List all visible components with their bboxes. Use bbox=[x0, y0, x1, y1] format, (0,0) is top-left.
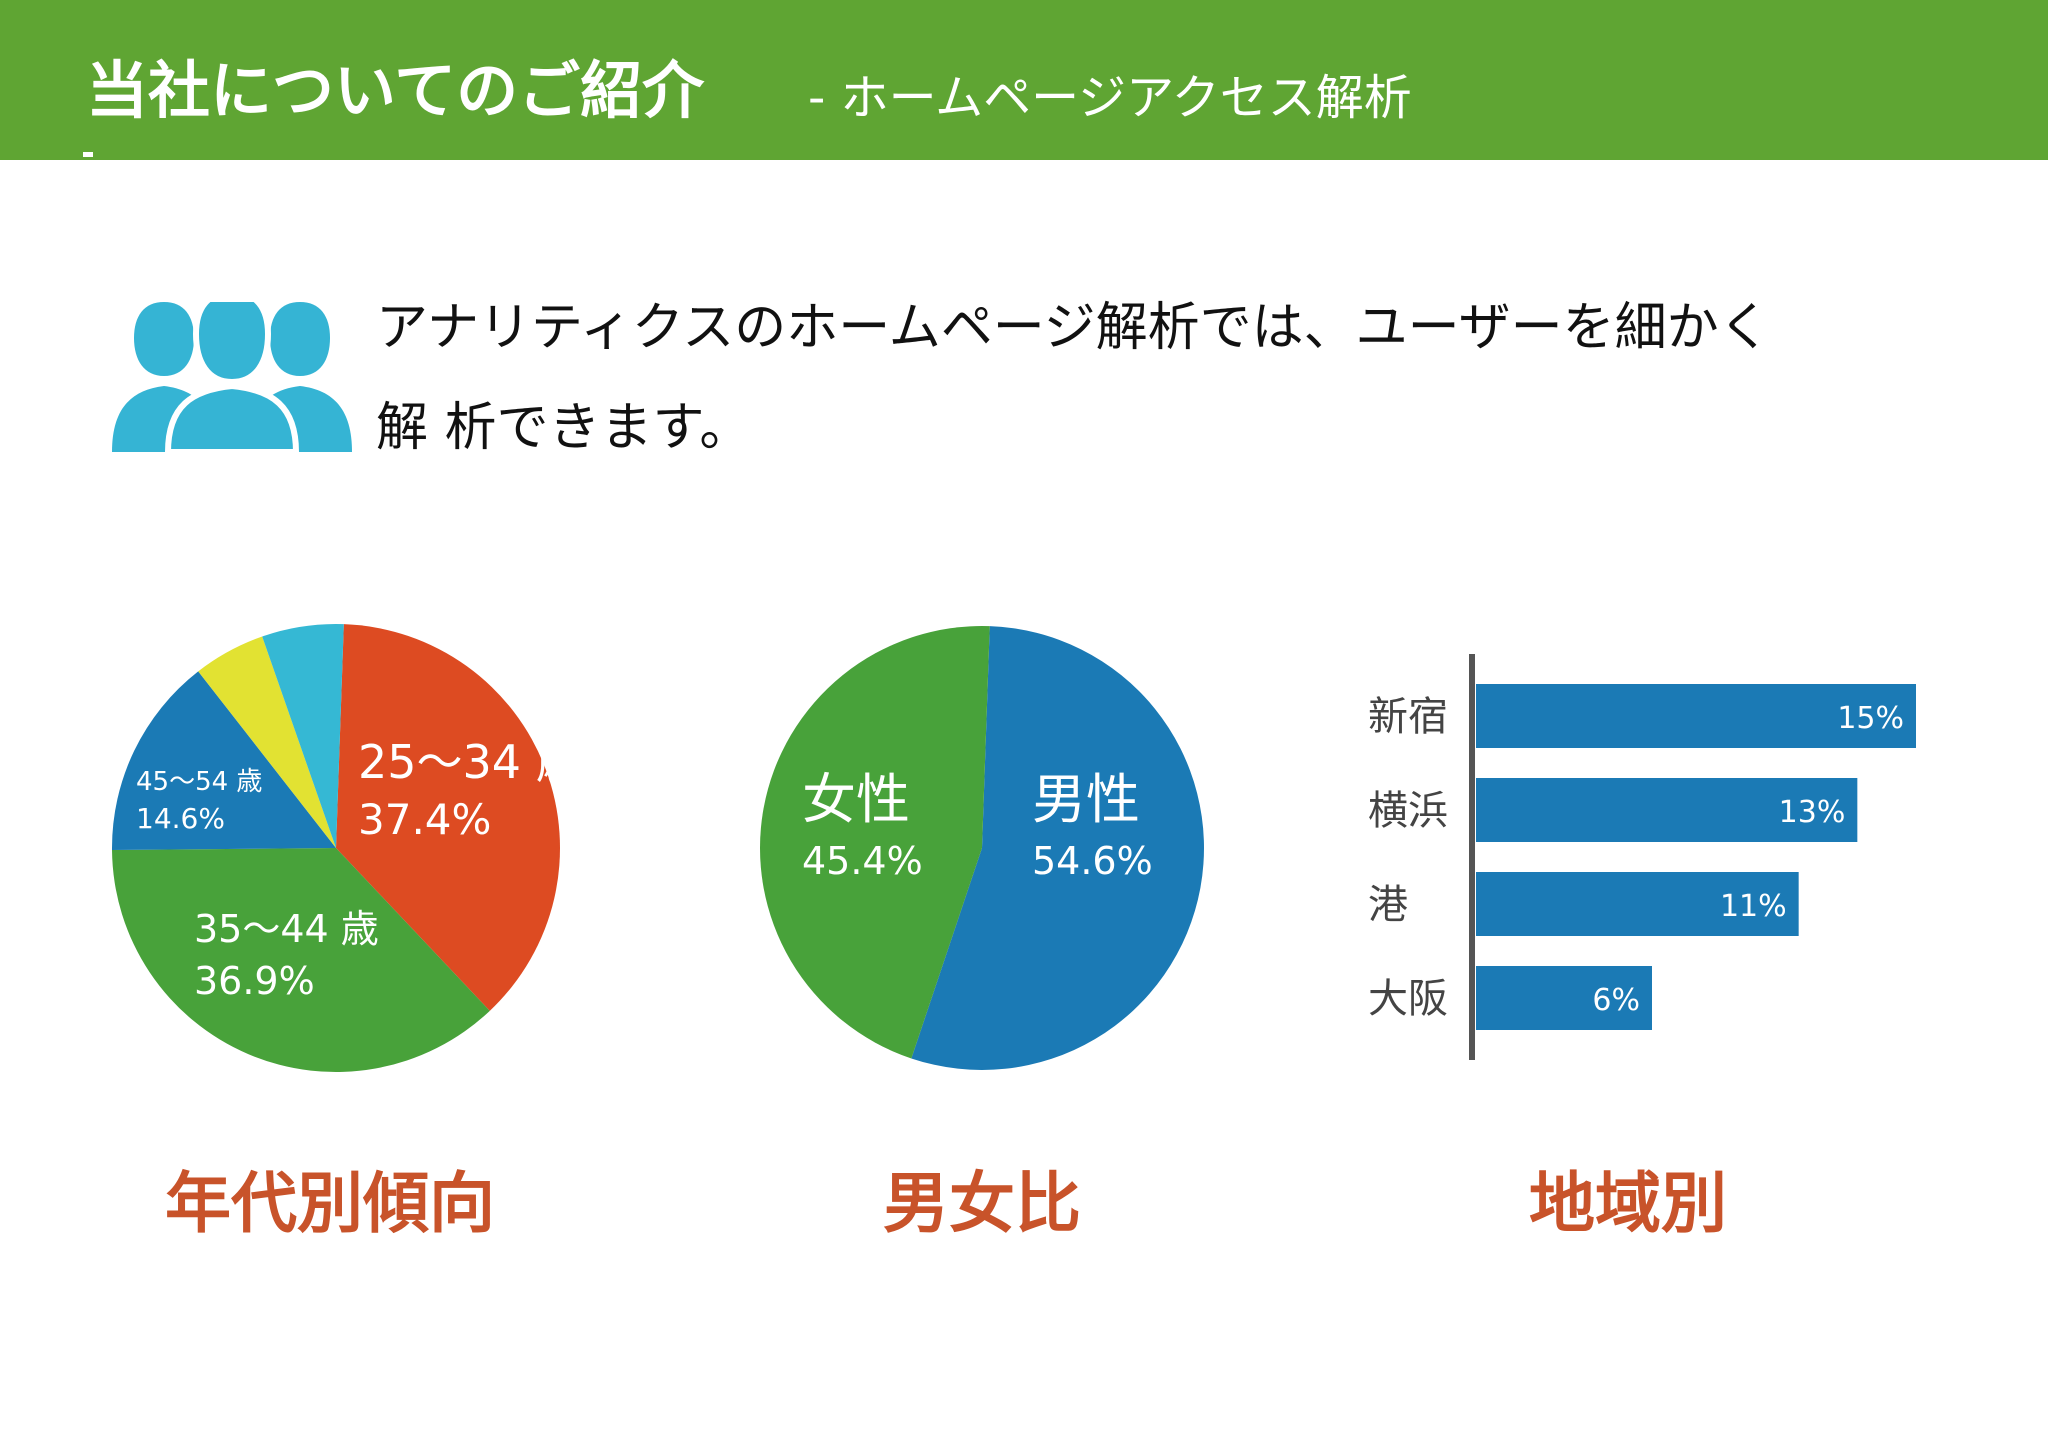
header-bar: 当社についてのご紹介 - ホームページアクセス解析 bbox=[0, 0, 2048, 160]
intro-line-2: 解 析できます。 bbox=[376, 398, 752, 458]
bar bbox=[1476, 966, 1652, 1030]
pie-chart-age: 25〜34 歳 37.4% 35〜44 歳 36.9% 45〜54 歳 14.6% bbox=[112, 624, 582, 1072]
caption-age: 年代別傾向 bbox=[165, 1165, 495, 1242]
page-subtitle: - ホームページアクセス解析 bbox=[808, 70, 1412, 126]
pie-slice-label: 35〜44 歳 bbox=[194, 907, 379, 951]
intro-text: アナリティクスのホームページ解析では、ユーザーを細かく 解 析できます。 bbox=[376, 278, 1936, 478]
pie-slice-label: 45〜54 歳 bbox=[136, 767, 262, 797]
bar bbox=[1476, 684, 1916, 748]
bar-value-label: 13% bbox=[1779, 795, 1846, 830]
pie-value-label: 45.4% bbox=[802, 839, 923, 883]
pie-slice bbox=[262, 624, 344, 848]
pie-slice bbox=[198, 636, 336, 848]
pie-chart-gender: 男性 54.6% 女性 45.4% bbox=[759, 626, 1204, 1070]
pie-slice bbox=[336, 624, 560, 1011]
bar bbox=[1476, 872, 1799, 936]
page-title: 当社についてのご紹介 bbox=[86, 54, 705, 127]
pie-value-label: 36.9% bbox=[194, 959, 315, 1003]
pie-slice bbox=[112, 671, 336, 851]
pie-slice-label: 25〜34 歳 bbox=[358, 735, 582, 789]
bar-value-label: 15% bbox=[1837, 701, 1904, 736]
bar bbox=[1476, 778, 1858, 842]
bar-category-label: 港 bbox=[1368, 882, 1408, 928]
bar-category-label: 横浜 bbox=[1368, 788, 1448, 834]
pie-slice-label: 男性 bbox=[1032, 768, 1140, 831]
header-divider bbox=[83, 152, 93, 157]
pie-slice bbox=[112, 848, 490, 1072]
caption-region: 地域別 bbox=[1529, 1165, 1727, 1242]
users-group-icon-shapes bbox=[112, 302, 352, 452]
pie-value-label: 54.6% bbox=[1032, 839, 1153, 883]
bar-value-label: 6% bbox=[1592, 983, 1640, 1018]
intro-line-1: アナリティクスのホームページ解析では、ユーザーを細かく bbox=[376, 298, 1771, 358]
bar-chart-region: 新宿 15% 横浜 13% 港 11% 大阪 6% bbox=[1368, 654, 1916, 1060]
bar-category-label: 大阪 bbox=[1368, 976, 1448, 1022]
pie-slice bbox=[911, 626, 1204, 1070]
caption-gender: 男女比 bbox=[883, 1165, 1081, 1242]
bar-value-label: 11% bbox=[1720, 889, 1787, 924]
users-group-icon bbox=[112, 302, 352, 452]
pie-value-label: 37.4% bbox=[358, 795, 491, 844]
bar-category-label: 新宿 bbox=[1368, 694, 1448, 740]
pie-slice bbox=[759, 626, 990, 1059]
pie-slice-label: 女性 bbox=[802, 768, 910, 831]
pie-value-label: 14.6% bbox=[136, 802, 225, 835]
